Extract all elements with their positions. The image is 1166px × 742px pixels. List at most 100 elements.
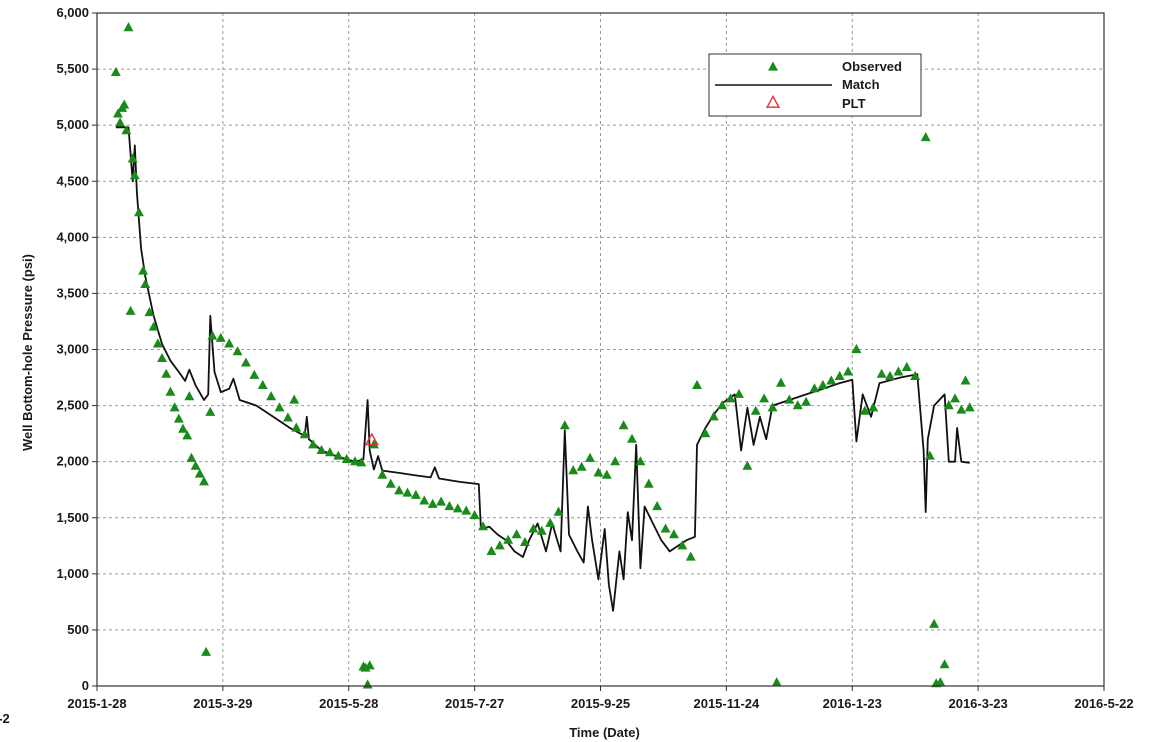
axes: 0 500 1,000 1,500 2,000 2,500 3,000 3,500 4,000 4… bbox=[56, 5, 1133, 711]
y-tick-label: 500 bbox=[67, 622, 89, 637]
observed-point bbox=[110, 66, 121, 76]
observed-point bbox=[750, 405, 761, 415]
observed-point bbox=[920, 132, 931, 142]
y-tick-label: 2,500 bbox=[56, 398, 89, 413]
observed-point bbox=[618, 420, 629, 430]
cropped-left-label: 5-2 bbox=[0, 711, 10, 726]
observed-point bbox=[545, 517, 556, 527]
observed-point bbox=[950, 393, 960, 403]
observed-point bbox=[559, 420, 570, 430]
observed-point bbox=[308, 439, 318, 449]
observed-point bbox=[652, 501, 663, 511]
observed-point bbox=[427, 498, 438, 508]
observed-point bbox=[333, 450, 344, 460]
observed-point bbox=[700, 428, 711, 438]
x-axis-title: Time (Date) bbox=[569, 725, 640, 740]
observed-point bbox=[901, 361, 912, 371]
observed-point bbox=[669, 529, 679, 539]
observed-point bbox=[115, 117, 125, 127]
observed-point bbox=[834, 370, 845, 380]
observed-point bbox=[201, 646, 211, 656]
observed-point bbox=[186, 452, 197, 462]
observed-point bbox=[635, 456, 646, 466]
y-tick-label: 0 bbox=[82, 678, 89, 693]
observed-point bbox=[291, 422, 302, 432]
y-tick-label: 3,500 bbox=[56, 285, 89, 300]
observed-point bbox=[956, 404, 967, 414]
observed-point bbox=[165, 386, 176, 396]
observed-point bbox=[692, 379, 702, 389]
observed-point bbox=[161, 368, 172, 378]
observed-point bbox=[885, 370, 895, 380]
observed-point bbox=[685, 551, 696, 561]
observed-point bbox=[576, 461, 587, 471]
observed-point bbox=[929, 618, 939, 628]
observed-point bbox=[316, 445, 327, 454]
x-tick-label: 2015-1-28 bbox=[67, 696, 126, 711]
observed-point bbox=[152, 338, 163, 348]
y-tick-label: 5,500 bbox=[56, 61, 89, 76]
observed-point bbox=[113, 108, 123, 118]
observed-point bbox=[759, 393, 770, 403]
observed-point bbox=[610, 456, 621, 466]
observed-point bbox=[708, 411, 719, 421]
observed-point bbox=[826, 375, 837, 385]
observed-point bbox=[939, 659, 950, 669]
observed-point bbox=[568, 465, 579, 475]
observed-point bbox=[792, 400, 803, 410]
observed-point bbox=[350, 456, 360, 466]
observed-point bbox=[767, 402, 778, 412]
x-tick-label: 2016-5-22 bbox=[1074, 696, 1133, 711]
observed-point bbox=[341, 453, 352, 463]
match-line bbox=[115, 126, 970, 612]
observed-point bbox=[207, 330, 218, 340]
observed-point bbox=[935, 677, 946, 687]
observed-point bbox=[184, 391, 195, 401]
observed-point bbox=[469, 510, 480, 520]
observed-point bbox=[362, 679, 373, 689]
observed-point bbox=[299, 429, 310, 439]
observed-point bbox=[461, 505, 472, 515]
observed-point bbox=[910, 370, 921, 380]
series-layer bbox=[110, 22, 975, 689]
observed-point bbox=[627, 433, 637, 443]
observed-point bbox=[410, 489, 421, 499]
y-axis-title: Well Bottom-hole Pressure (psi) bbox=[20, 254, 35, 451]
y-tick-label: 4,500 bbox=[56, 173, 89, 188]
observed-point bbox=[119, 99, 130, 109]
observed-point bbox=[960, 375, 971, 385]
y-tick-label: 5,000 bbox=[56, 117, 89, 132]
x-tick-label: 2016-3-23 bbox=[948, 696, 1007, 711]
observed-point bbox=[964, 402, 975, 412]
observed-point bbox=[356, 457, 367, 467]
observed-point bbox=[859, 405, 870, 415]
observed-point bbox=[178, 423, 188, 433]
observed-point bbox=[585, 452, 595, 462]
observed-point bbox=[851, 344, 862, 354]
x-tick-label: 2015-9-25 bbox=[571, 696, 630, 711]
observed-point bbox=[436, 496, 446, 506]
observed-point bbox=[169, 402, 180, 412]
observed-point bbox=[784, 394, 795, 404]
legend-observed-marker bbox=[768, 61, 778, 71]
observed-point bbox=[129, 170, 140, 180]
legend-observed-label: Observed bbox=[842, 59, 902, 74]
observed-point bbox=[734, 388, 744, 398]
observed-point bbox=[232, 346, 243, 356]
observed-point bbox=[377, 469, 388, 479]
y-tick-label: 4,000 bbox=[56, 229, 89, 244]
y-tick-label: 6,000 bbox=[56, 5, 89, 20]
observed-point bbox=[283, 412, 293, 422]
observed-point bbox=[876, 368, 887, 378]
observed-point bbox=[125, 305, 136, 315]
x-tick-label: 2015-7-27 bbox=[445, 696, 504, 711]
observed-point bbox=[241, 357, 251, 367]
observed-point bbox=[190, 460, 201, 470]
observed-point bbox=[215, 332, 226, 342]
observed-point bbox=[528, 523, 539, 533]
x-tick-label: 2015-3-29 bbox=[193, 696, 252, 711]
y-tick-label: 2,000 bbox=[56, 454, 89, 469]
observed-point bbox=[199, 476, 209, 486]
observed-point bbox=[486, 545, 497, 555]
